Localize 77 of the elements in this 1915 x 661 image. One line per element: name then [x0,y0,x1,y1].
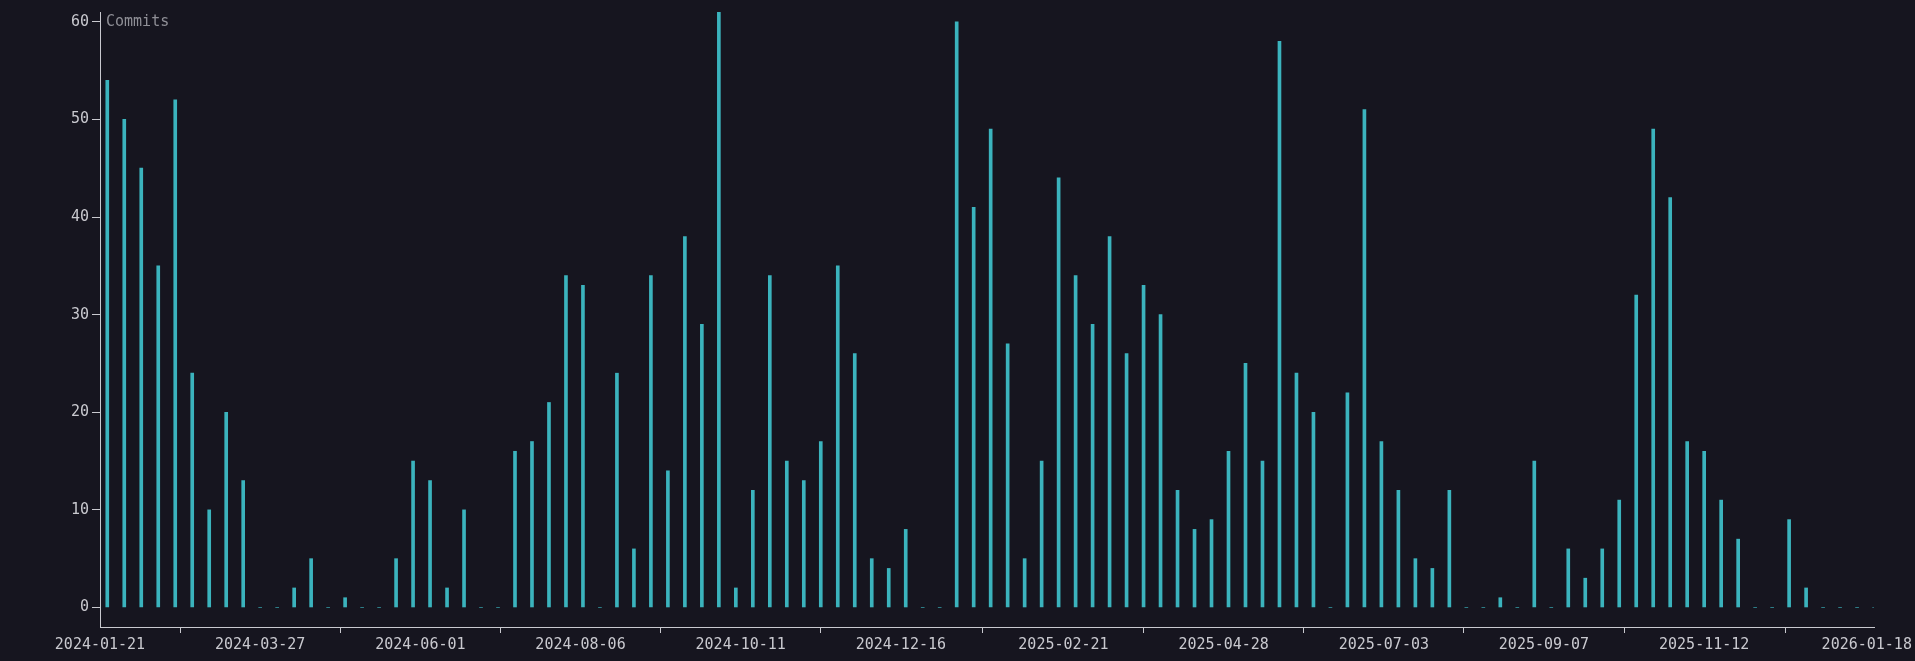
bar [445,587,449,608]
bar [903,529,908,608]
bar [309,558,313,608]
bar [224,411,229,608]
bar [547,402,551,608]
bar [683,236,687,608]
bar [649,275,653,608]
y-tick-label: 20 [70,402,89,421]
bar [801,480,806,608]
bar [1736,538,1740,608]
y-tick-label: 60 [70,11,89,30]
bar [394,558,398,608]
bar [530,441,534,608]
y-tick-label: 0 [79,597,89,616]
y-tick-label: 50 [70,109,89,128]
y-tick-label: 30 [70,304,89,323]
x-tick-label: 2025-09-07 [1498,634,1590,653]
bar [190,372,195,608]
bar [1634,294,1639,608]
bar [1685,441,1690,608]
bar [852,353,857,608]
bar [1600,548,1605,608]
bar [564,275,568,608]
bar [1532,460,1537,608]
x-tick-label: 2024-03-27 [215,634,306,653]
bar [666,470,670,608]
bar [1804,587,1808,608]
bar [1617,499,1622,608]
bar [122,119,127,608]
x-tick-label: 2026-01-18 [1821,634,1912,653]
bar [632,548,636,608]
bar [615,372,619,608]
bar [292,587,296,608]
y-tick-label: 40 [70,206,89,225]
bar [1498,597,1503,608]
bar [1668,197,1673,608]
y-tick-label: 10 [70,499,89,518]
bar [886,568,891,608]
bar [734,587,738,608]
bar [971,206,976,608]
bar [869,558,874,608]
x-tick-label: 2025-02-21 [1018,634,1109,653]
bar [581,285,585,608]
bar [767,275,772,608]
x-tick-label: 2024-06-01 [375,634,466,653]
bar [207,509,212,608]
x-tick-label: 2024-10-11 [695,634,786,653]
bar [105,80,110,608]
bar [954,21,959,608]
x-tick-label: 2025-11-12 [1659,634,1750,653]
bar [818,441,823,608]
y-axis-title: Commits [106,11,170,30]
bar [751,490,755,608]
bar [784,460,789,608]
bar [343,597,347,608]
bar [156,265,161,608]
bar [1787,519,1791,608]
x-tick-label: 2025-04-28 [1178,634,1269,653]
bar [173,99,178,608]
bar [717,12,721,608]
bar [835,265,840,608]
bar [513,450,517,608]
bar [411,460,415,608]
bar [241,480,246,608]
bar [139,167,144,608]
bar [428,480,432,608]
bar [1719,499,1723,608]
bar [1566,548,1571,608]
bar [1651,128,1656,608]
bar [1702,450,1707,608]
bar [1583,577,1588,608]
x-tick-label: 2024-08-06 [535,634,626,653]
x-tick-label: 2025-07-03 [1338,634,1429,653]
bar [700,324,704,608]
x-tick-label: 2024-01-21 [54,634,146,653]
x-tick-label: 2024-12-16 [855,634,947,653]
bar [462,509,466,608]
